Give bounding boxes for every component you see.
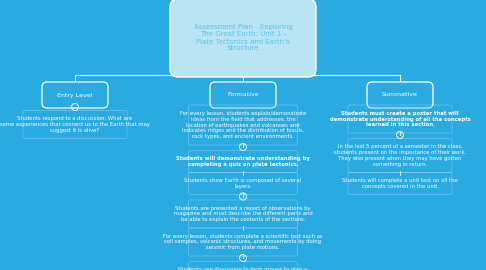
Text: Students will complete a unit test on all the
concepts covered in the unit.: Students will complete a unit test on al…: [342, 178, 458, 189]
FancyBboxPatch shape: [210, 82, 276, 108]
FancyBboxPatch shape: [367, 82, 433, 108]
FancyBboxPatch shape: [170, 0, 316, 77]
Text: Assessment Plan - Exploring
The Great Earth: Unit 1 -
Plate Tectonics and Earth': Assessment Plan - Exploring The Great Ea…: [193, 25, 293, 52]
Text: Students use discussion to form groups to plan a
science fair where they debate : Students use discussion to form groups t…: [178, 267, 308, 270]
Text: Students respond to a discussion: What are
some experiences that connect us to t: Students respond to a discussion: What a…: [0, 116, 150, 133]
FancyBboxPatch shape: [189, 262, 297, 270]
Text: Entry Level: Entry Level: [57, 93, 93, 97]
FancyBboxPatch shape: [189, 150, 297, 173]
Text: Formative: Formative: [227, 93, 259, 97]
FancyBboxPatch shape: [348, 105, 452, 133]
FancyBboxPatch shape: [189, 228, 297, 256]
Text: Students show Earth is composed of several
layers.: Students show Earth is composed of sever…: [185, 178, 301, 189]
Text: For every lesson, students explain/demonstrate
ideas from the field that address: For every lesson, students explain/demon…: [180, 111, 306, 139]
FancyBboxPatch shape: [189, 105, 297, 145]
FancyBboxPatch shape: [23, 110, 127, 139]
Text: Summative: Summative: [382, 93, 418, 97]
FancyBboxPatch shape: [189, 173, 297, 194]
Text: Students are presented a report of observations by
magazine and must describe th: Students are presented a report of obser…: [174, 206, 312, 222]
Text: Students must create a poster that will
demonstrate understanding of all the con: Students must create a poster that will …: [330, 111, 470, 127]
FancyBboxPatch shape: [189, 200, 297, 228]
Text: For every lesson, students complete a scientific test such as
soil samples, volc: For every lesson, students complete a sc…: [163, 234, 323, 250]
FancyBboxPatch shape: [348, 173, 452, 194]
Text: In the last 5 percent of a semester in the class,
students present on the import: In the last 5 percent of a semester in t…: [334, 144, 466, 167]
FancyBboxPatch shape: [348, 139, 452, 173]
Text: Students will demonstrate understanding by
completing a quiz on plate tectonics.: Students will demonstrate understanding …: [176, 156, 310, 167]
FancyBboxPatch shape: [42, 82, 108, 108]
